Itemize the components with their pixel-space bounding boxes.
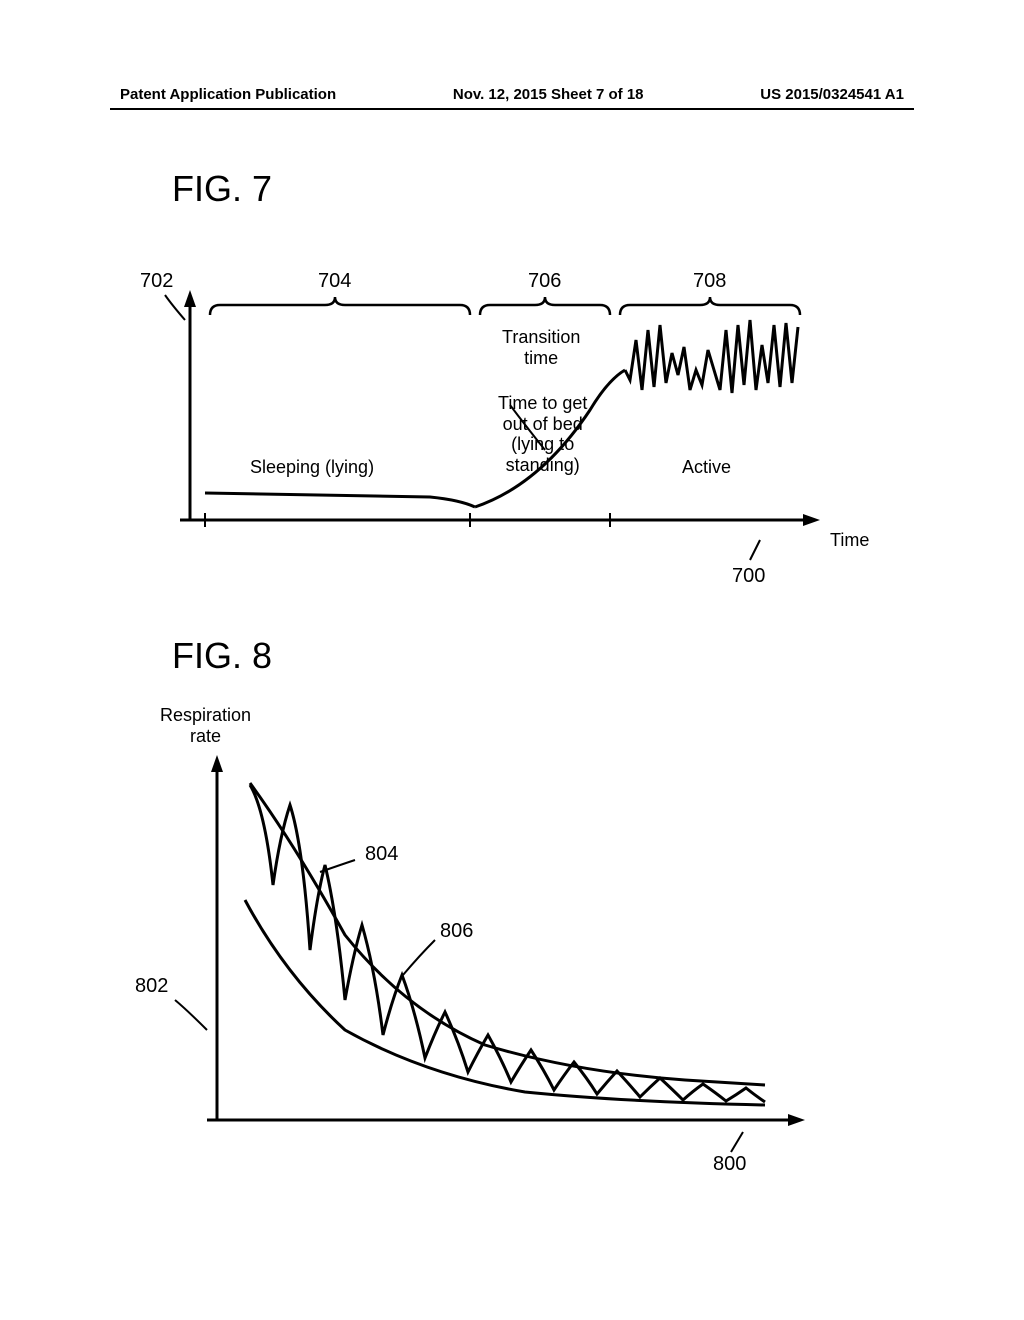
- ref-704: 704: [318, 270, 351, 293]
- fig7-title: FIG. 7: [172, 168, 272, 210]
- fig8-chart: Respiration rate 802 804 806 800: [125, 700, 865, 1170]
- fig8-title: FIG. 8: [172, 635, 272, 677]
- lbl-sleeping: Sleeping (lying): [250, 457, 374, 478]
- lbl-resp: Respiration rate: [160, 705, 251, 746]
- ref-802: 802: [135, 975, 168, 998]
- lbl-active: Active: [682, 457, 731, 478]
- lbl-getoutbed: Time to get out of bed (lying to standin…: [498, 393, 587, 476]
- header: Patent Application Publication Nov. 12, …: [0, 86, 1024, 103]
- ref-700: 700: [732, 565, 765, 588]
- ref-702: 702: [140, 270, 173, 293]
- header-right: US 2015/0324541 A1: [760, 86, 904, 103]
- fig7-chart: 702 704 706 708 700 Sleeping (lying) Tra…: [130, 275, 870, 595]
- ref-800: 800: [713, 1153, 746, 1176]
- header-middle: Nov. 12, 2015 Sheet 7 of 18: [453, 86, 644, 103]
- ref-806: 806: [440, 920, 473, 943]
- ref-804: 804: [365, 843, 398, 866]
- ref-708: 708: [693, 270, 726, 293]
- lbl-transition: Transition time: [502, 327, 580, 368]
- lbl-time: Time: [830, 530, 869, 551]
- header-line: [110, 108, 914, 110]
- header-left: Patent Application Publication: [120, 86, 336, 103]
- ref-706: 706: [528, 270, 561, 293]
- fig8-svg: [125, 700, 865, 1170]
